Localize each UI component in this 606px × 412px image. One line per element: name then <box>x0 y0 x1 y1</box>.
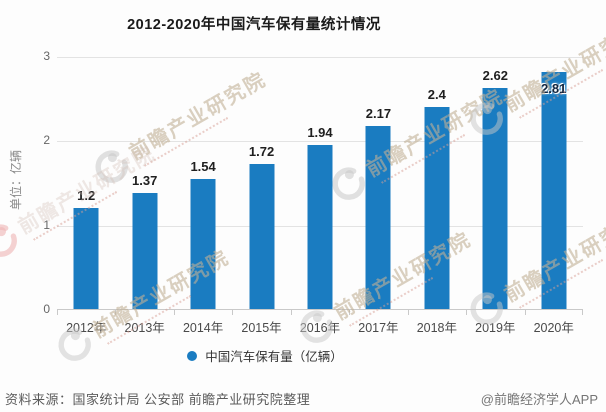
x-axis-label: 2013年 <box>124 321 165 335</box>
y-tick-label: 2 <box>43 133 50 148</box>
bar-value-label: 1.72 <box>248 143 275 159</box>
bar-cell: 1.72 <box>232 57 290 309</box>
bar-cell: 2.4 <box>408 57 466 309</box>
footer-credit: @前瞻经济学人APP <box>480 392 598 407</box>
bar-cell: 1.37 <box>115 57 173 309</box>
axis-tick <box>349 310 351 315</box>
bar-2017年 <box>365 126 391 309</box>
bar-2018年 <box>424 106 450 309</box>
legend-marker-icon <box>187 350 198 361</box>
y-tick-label: 3 <box>43 49 50 63</box>
axis-tick <box>173 310 175 315</box>
bar-value-label: 2.4 <box>427 86 446 102</box>
bar-2012年 <box>73 207 99 309</box>
axis-tick <box>524 310 526 315</box>
plot-area: 1.2 1.37 1.54 1.72 1.94 2.17 2.4 2.62 2.81 <box>57 57 583 315</box>
bar-cell: 2.81 <box>525 57 583 309</box>
x-axis-label: 2019年 <box>475 321 516 335</box>
bar-cell: 1.2 <box>57 57 115 309</box>
bar-value-label: 2.62 <box>482 68 508 84</box>
axis-tick <box>582 310 583 315</box>
gridline <box>57 57 583 58</box>
axis-tick <box>232 310 234 315</box>
bar-2013年 <box>132 193 158 309</box>
axis-tick <box>407 310 409 315</box>
legend: 中国汽车保有量（亿辆） <box>0 346 530 365</box>
bar-value-label: 2.81 <box>541 81 567 97</box>
x-axis-label: 2014年 <box>182 321 224 335</box>
y-axis-unit-label: 单位：亿辆 <box>9 150 23 211</box>
x-axis-label: 2020年 <box>533 321 574 335</box>
bar-value-label: 2.17 <box>365 106 392 121</box>
bar-cell: 1.54 <box>174 57 232 309</box>
y-tick-label: 0 <box>43 302 50 316</box>
bar-value-label: 1.2 <box>77 187 96 203</box>
bar-series: 1.2 1.37 1.54 1.72 1.94 2.17 2.4 2.62 2.81 <box>57 57 583 309</box>
x-axis-label: 2012年 <box>66 321 107 335</box>
bar-2015年 <box>249 163 275 309</box>
bar-2019年 <box>482 88 508 309</box>
x-axis-label: 2016年 <box>299 321 341 335</box>
axis-tick <box>290 310 292 315</box>
x-axis-label: 2015年 <box>241 321 282 335</box>
x-axis-labels: 2012年 2013年 2014年 2015年 2016年 2017年 2018年 2019年… <box>57 317 583 336</box>
axis-tick <box>115 310 117 315</box>
gridline <box>57 141 583 143</box>
bar-value-label: 1.94 <box>307 125 333 141</box>
bar-2016年 <box>307 145 333 309</box>
x-axis-label: 2018年 <box>416 321 457 335</box>
axis-tick <box>466 310 468 315</box>
bar-cell: 1.94 <box>291 57 349 309</box>
bar-2014年 <box>190 179 216 309</box>
bar-cell: 2.62 <box>466 57 524 309</box>
axis-tick <box>57 310 58 315</box>
bar-cell: 2.17 <box>349 57 407 309</box>
x-axis-label: 2017年 <box>358 321 399 335</box>
chart-title: 2012-2020年中国汽车保有量统计情况 <box>127 17 381 33</box>
y-tick-label: 1 <box>43 217 50 232</box>
legend-label: 中国汽车保有量（亿辆） <box>205 350 343 364</box>
bar-value-label: 1.54 <box>190 159 216 175</box>
bar-2020年 <box>541 72 567 309</box>
bar-value-label: 1.37 <box>132 173 158 189</box>
footer-source: 资料来源：国家统计局 公安部 前瞻产业研究院整理 <box>5 392 311 407</box>
